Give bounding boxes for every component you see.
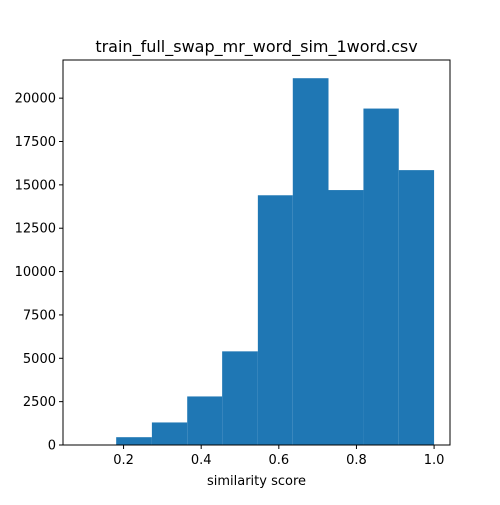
y-tick-label: 5000	[23, 352, 56, 367]
y-tick-label: 12500	[15, 222, 56, 237]
x-tick-label: 0.6	[268, 453, 289, 468]
histogram-bar-9	[398, 170, 435, 445]
y-tick-label: 0	[48, 439, 56, 454]
y-tick-label: 7500	[23, 308, 56, 323]
histogram-bar-3	[187, 396, 223, 445]
histogram-bar-7	[328, 190, 364, 445]
x-tick-label: 0.8	[346, 453, 367, 468]
x-tick-label: 0.2	[113, 453, 134, 468]
histogram-bar-1	[116, 437, 152, 445]
y-tick-label: 20000	[15, 92, 56, 107]
histogram-bar-6	[292, 78, 329, 445]
y-tick-label: 15000	[15, 178, 56, 193]
bars-group	[116, 78, 435, 445]
histogram-bar-5	[257, 195, 293, 445]
x-tick-label: 0.4	[191, 453, 212, 468]
y-tick-label: 17500	[15, 135, 56, 150]
y-tick-label: 10000	[15, 265, 56, 280]
x-axis-label: similarity score	[207, 474, 306, 489]
y-tick-label: 2500	[23, 395, 56, 410]
x-axis: 0.2 0.4 0.6 0.8 1.0	[113, 445, 444, 468]
histogram-bar-8	[363, 108, 399, 445]
x-tick-label: 1.0	[424, 453, 445, 468]
plot-frame	[62, 59, 451, 446]
y-axis: 0 2500 5000 7500 10000 12500 15000 17500 20000	[15, 92, 63, 454]
chart-title: train_full_swap_mr_word_sim_1word.csv	[95, 37, 417, 57]
histogram-bar-2	[151, 422, 188, 445]
histogram-bar-4	[222, 351, 258, 445]
